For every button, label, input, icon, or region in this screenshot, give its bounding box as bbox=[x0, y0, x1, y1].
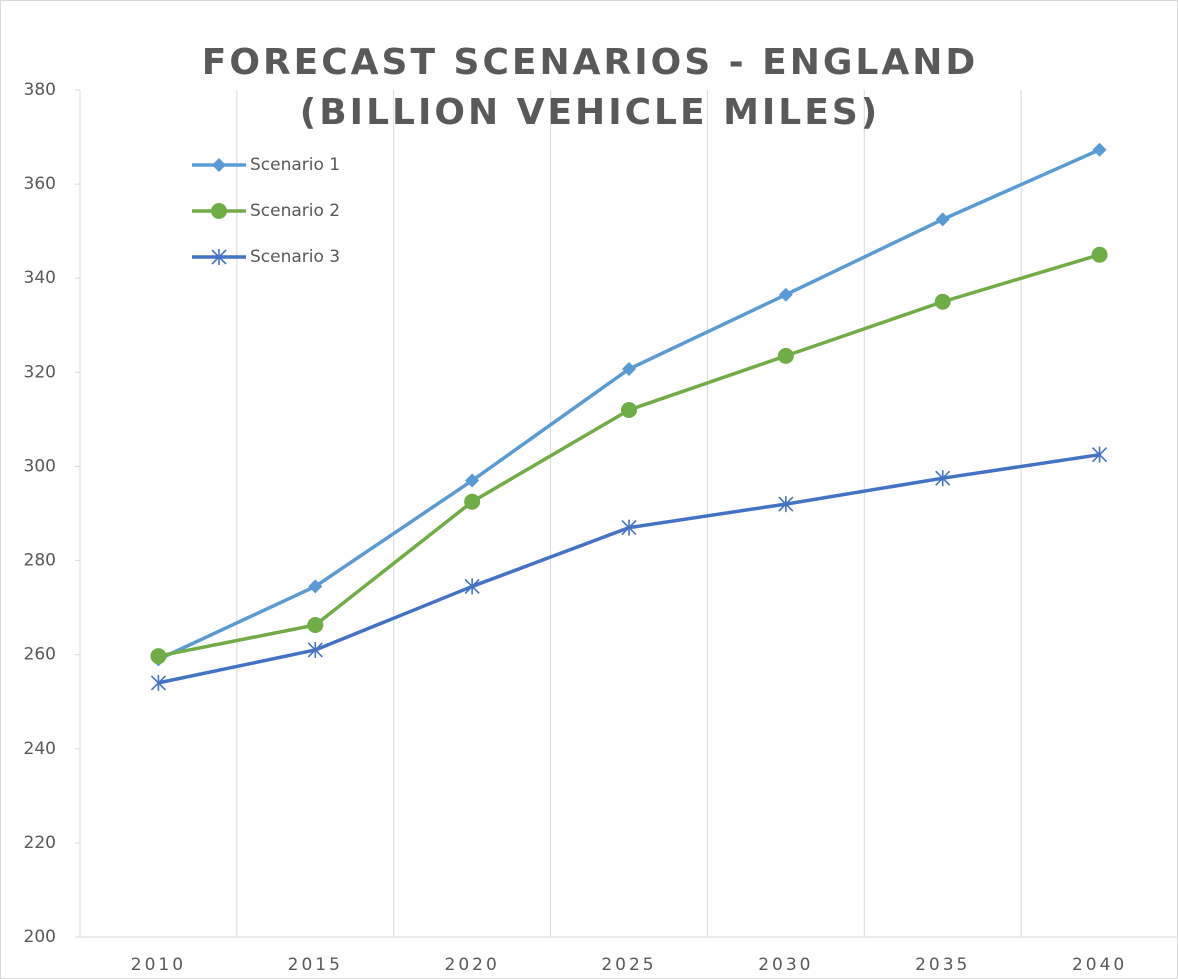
marker bbox=[1092, 446, 1108, 463]
x-tick-label: 2010 bbox=[131, 955, 186, 975]
legend-marker bbox=[211, 249, 227, 265]
marker bbox=[307, 641, 323, 658]
legend-marker bbox=[212, 158, 226, 172]
marker bbox=[935, 212, 950, 227]
marker bbox=[778, 287, 793, 302]
marker bbox=[307, 617, 324, 634]
legend-label: Scenario 2 bbox=[250, 201, 340, 221]
y-tick-label: 260 bbox=[24, 645, 56, 665]
y-tick-label: 320 bbox=[24, 362, 56, 382]
marker bbox=[778, 496, 794, 513]
marker bbox=[465, 473, 480, 488]
y-tick-label: 300 bbox=[24, 456, 56, 476]
marker bbox=[1091, 246, 1108, 263]
chart-title: FORECAST SCENARIOS - ENGLAND (BILLION VE… bbox=[201, 42, 979, 133]
x-tick-label: 2015 bbox=[288, 955, 343, 975]
legend-label: Scenario 3 bbox=[250, 247, 340, 267]
y-tick-label: 220 bbox=[24, 833, 56, 853]
marker bbox=[464, 578, 480, 595]
x-tick-label: 2020 bbox=[445, 955, 500, 975]
x-tick-label: 2040 bbox=[1072, 955, 1127, 975]
y-tick-label: 340 bbox=[24, 268, 56, 288]
y-tick-label: 240 bbox=[24, 739, 56, 759]
marker bbox=[621, 519, 637, 536]
y-tick-label: 380 bbox=[24, 80, 56, 100]
marker bbox=[777, 347, 794, 364]
marker bbox=[150, 674, 166, 691]
x-tick-label: 2035 bbox=[915, 955, 970, 975]
legend-label: Scenario 1 bbox=[250, 155, 340, 175]
y-tick-label: 200 bbox=[24, 927, 56, 947]
marker bbox=[621, 401, 637, 418]
marker bbox=[934, 293, 951, 310]
marker bbox=[308, 579, 323, 594]
y-tick-label: 280 bbox=[24, 551, 56, 571]
marker bbox=[935, 470, 951, 487]
marker bbox=[464, 493, 481, 510]
y-tick-label: 360 bbox=[24, 174, 56, 194]
x-tick-label: 2025 bbox=[601, 955, 656, 975]
series-line bbox=[158, 452, 1100, 685]
x-tick-label: 2030 bbox=[758, 955, 813, 975]
marker bbox=[622, 362, 636, 377]
marker bbox=[1092, 142, 1107, 157]
legend-marker bbox=[211, 203, 227, 219]
marker bbox=[150, 648, 167, 665]
series-line bbox=[158, 253, 1101, 658]
